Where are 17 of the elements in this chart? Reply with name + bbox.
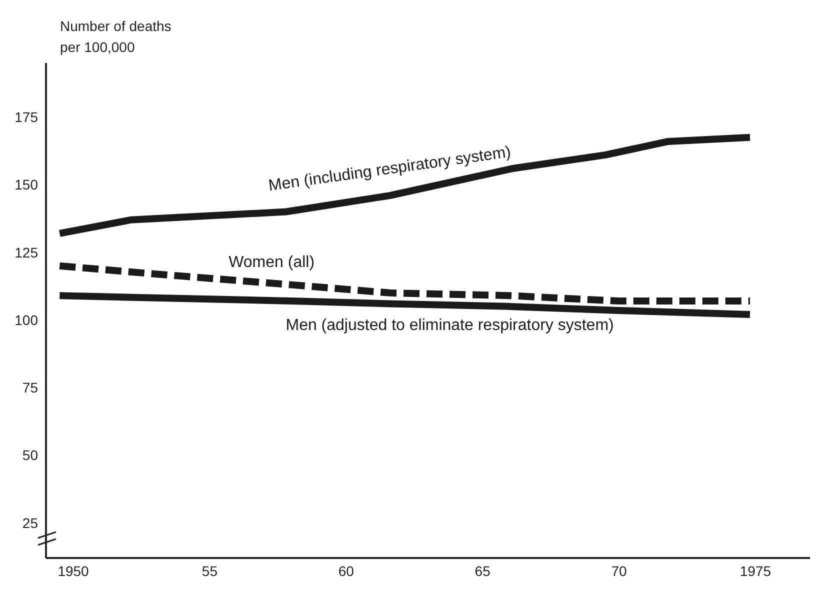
y-tick-label: 125 (14, 244, 38, 260)
x-tick-label: 55 (202, 562, 218, 579)
x-tick-label: 70 (611, 562, 627, 579)
x-tick-label: 1950 (58, 562, 90, 579)
y-tick-label: 25 (22, 514, 38, 531)
y-tick-label: 175 (14, 109, 38, 126)
y-tick-label: 50 (22, 447, 38, 464)
x-tick-label: 60 (338, 562, 354, 579)
x-tick-label: 1975 (740, 562, 772, 579)
series-label: Women (all) (228, 254, 315, 272)
y-tick-label: 150 (14, 176, 38, 193)
x-tick-label: 65 (474, 562, 491, 579)
series-label: Men (adjusted to eliminate respiratory system) (286, 316, 614, 334)
y-tick-label: 75 (22, 380, 38, 396)
y-axis-title: Number of deaths per 100,000 (60, 17, 172, 57)
y-tick-label: 100 (14, 312, 38, 328)
text: Men (including respiratory system) (268, 144, 512, 195)
